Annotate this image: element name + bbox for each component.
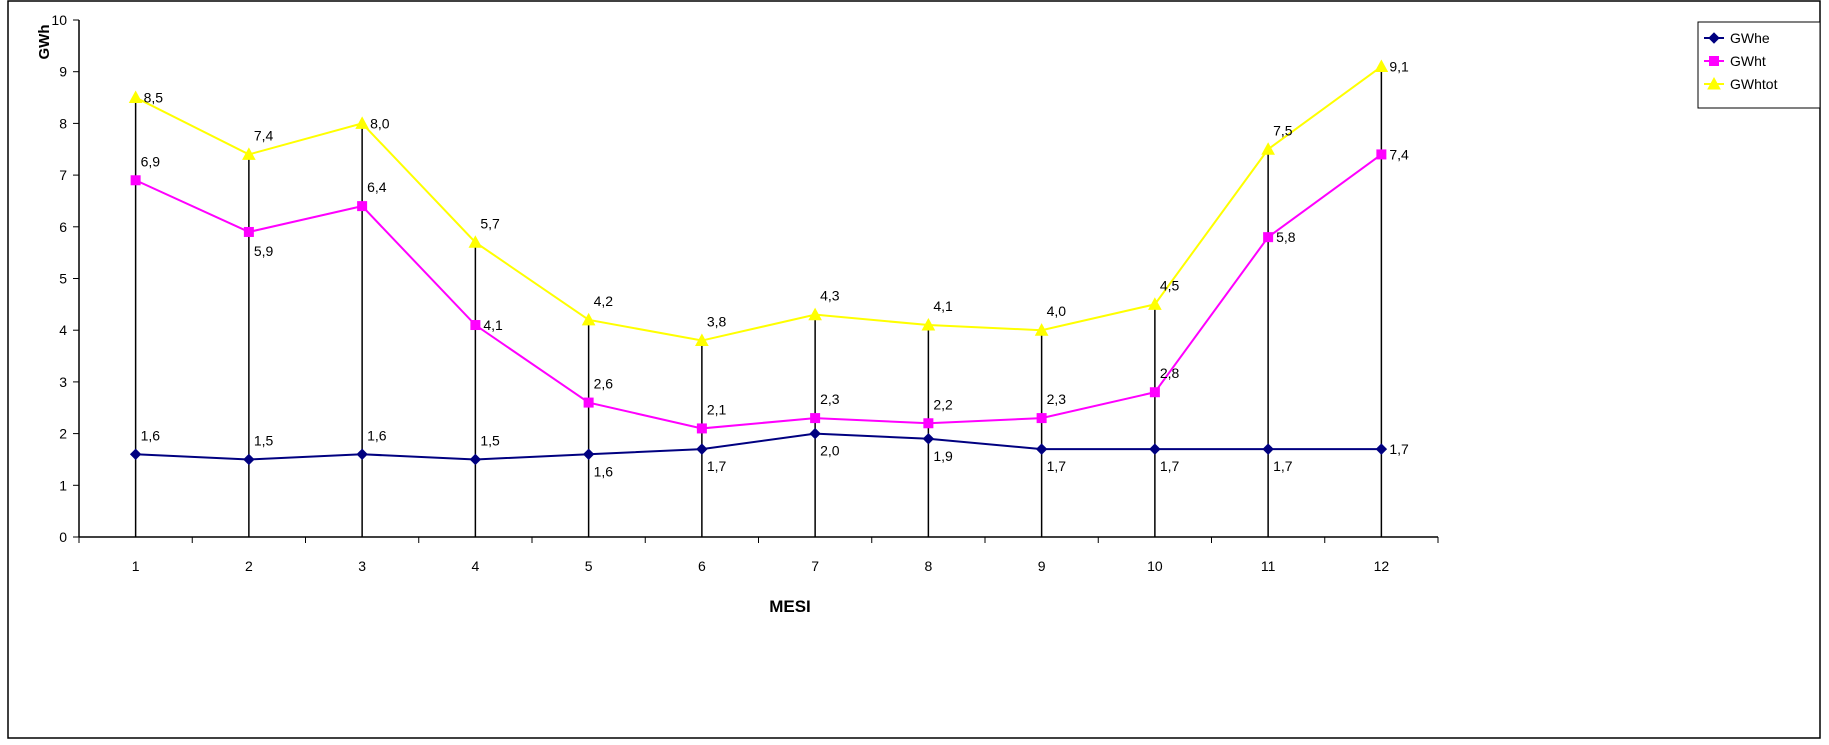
data-label-gwht: 5,9 — [254, 243, 274, 259]
data-point-gwht — [923, 418, 933, 428]
data-label-gwhe: 1,7 — [707, 458, 727, 474]
data-label-gwhe: 1,6 — [141, 427, 161, 443]
chart-area-border — [8, 1, 1820, 738]
y-tick-label: 2 — [59, 426, 67, 442]
data-label-gwht: 2,3 — [820, 391, 840, 407]
x-tick-label: 8 — [924, 558, 932, 574]
x-tick-label: 6 — [698, 558, 706, 574]
data-label-gwhe: 1,7 — [1389, 441, 1409, 457]
data-label-gwht: 2,3 — [1047, 391, 1067, 407]
data-label-gwhe: 2,0 — [820, 443, 840, 459]
data-label-gwhtot: 9,1 — [1389, 59, 1409, 75]
data-label-gwht: 2,6 — [594, 376, 614, 392]
y-tick-label: 5 — [59, 271, 67, 287]
data-label-gwhtot: 4,1 — [933, 298, 953, 314]
data-label-gwhe: 1,7 — [1160, 458, 1180, 474]
legend: GWhe GWht GWhtot — [1698, 22, 1820, 108]
data-label-gwhtot: 4,0 — [1047, 303, 1067, 319]
y-tick-label: 4 — [59, 322, 67, 338]
data-label-gwhtot: 8,5 — [144, 90, 164, 106]
data-label-gwhtot: 7,4 — [254, 127, 274, 143]
y-tick-label: 0 — [59, 529, 67, 545]
x-tick-label: 12 — [1374, 558, 1390, 574]
data-label-gwhe: 1,6 — [594, 463, 614, 479]
data-label-gwht: 6,4 — [367, 179, 387, 195]
x-tick-label: 10 — [1147, 558, 1163, 574]
data-label-gwht: 6,9 — [141, 153, 161, 169]
legend-label-gwhtot: GWhtot — [1730, 76, 1778, 92]
y-tick-label: 1 — [59, 477, 67, 493]
y-tick-label: 10 — [51, 12, 67, 28]
data-label-gwhtot: 7,5 — [1273, 122, 1293, 138]
y-tick-label: 7 — [59, 167, 67, 183]
data-point-gwht — [1263, 232, 1273, 242]
x-tick-label: 1 — [132, 558, 140, 574]
data-point-gwht — [584, 398, 594, 408]
legend-marker-gwht — [1709, 56, 1719, 66]
data-label-gwht: 5,8 — [1276, 229, 1296, 245]
data-label-gwhe: 1,7 — [1047, 458, 1067, 474]
data-label-gwhe: 1,5 — [480, 432, 500, 448]
data-point-gwht — [470, 320, 480, 330]
y-tick-label: 8 — [59, 115, 67, 131]
data-label-gwhtot: 4,5 — [1160, 277, 1180, 293]
data-label-gwhe: 1,9 — [933, 448, 953, 464]
data-label-gwhtot: 4,3 — [820, 288, 840, 304]
data-label-gwhtot: 3,8 — [707, 314, 727, 330]
data-point-gwht — [131, 175, 141, 185]
x-tick-label: 9 — [1038, 558, 1046, 574]
data-point-gwht — [357, 201, 367, 211]
y-tick-label: 3 — [59, 374, 67, 390]
data-label-gwht: 2,2 — [933, 396, 953, 412]
data-point-gwht — [1150, 387, 1160, 397]
x-axis-title: MESI — [769, 597, 811, 616]
legend-label-gwht: GWht — [1730, 53, 1766, 69]
x-tick-label: 2 — [245, 558, 253, 574]
data-label-gwhtot: 8,0 — [370, 115, 390, 131]
data-point-gwht — [244, 227, 254, 237]
data-label-gwht: 2,1 — [707, 401, 727, 417]
legend-label-gwhe: GWhe — [1730, 30, 1770, 46]
data-label-gwht: 7,4 — [1389, 146, 1409, 162]
data-point-gwht — [1376, 149, 1386, 159]
data-label-gwht: 4,1 — [483, 317, 503, 333]
data-label-gwhtot: 4,2 — [594, 293, 614, 309]
data-label-gwht: 2,8 — [1160, 365, 1180, 381]
y-tick-label: 6 — [59, 219, 67, 235]
data-label-gwhe: 1,6 — [367, 427, 387, 443]
data-label-gwhe: 1,7 — [1273, 458, 1293, 474]
data-point-gwht — [697, 423, 707, 433]
data-point-gwht — [1037, 413, 1047, 423]
x-tick-label: 7 — [811, 558, 819, 574]
y-tick-label: 9 — [59, 64, 67, 80]
x-tick-label: 3 — [358, 558, 366, 574]
x-tick-label: 5 — [585, 558, 593, 574]
data-label-gwhtot: 5,7 — [480, 215, 500, 231]
x-tick-label: 4 — [471, 558, 479, 574]
y-axis-title: GWh — [36, 25, 53, 60]
data-point-gwht — [810, 413, 820, 423]
data-label-gwhe: 1,5 — [254, 432, 274, 448]
x-tick-label: 11 — [1261, 558, 1276, 574]
